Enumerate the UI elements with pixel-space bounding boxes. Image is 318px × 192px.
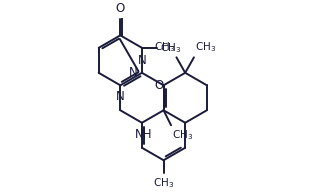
Text: CH$_3$: CH$_3$ (195, 41, 217, 54)
Text: CH$_3$: CH$_3$ (160, 41, 181, 55)
Text: NH: NH (135, 128, 152, 141)
Text: CH$_3$: CH$_3$ (154, 41, 175, 54)
Text: N: N (129, 66, 137, 79)
Text: O: O (116, 2, 125, 15)
Text: CH$_3$: CH$_3$ (153, 176, 174, 190)
Text: N: N (138, 54, 146, 67)
Text: O: O (154, 79, 163, 92)
Text: N: N (116, 90, 125, 103)
Text: CH$_3$: CH$_3$ (172, 128, 194, 142)
